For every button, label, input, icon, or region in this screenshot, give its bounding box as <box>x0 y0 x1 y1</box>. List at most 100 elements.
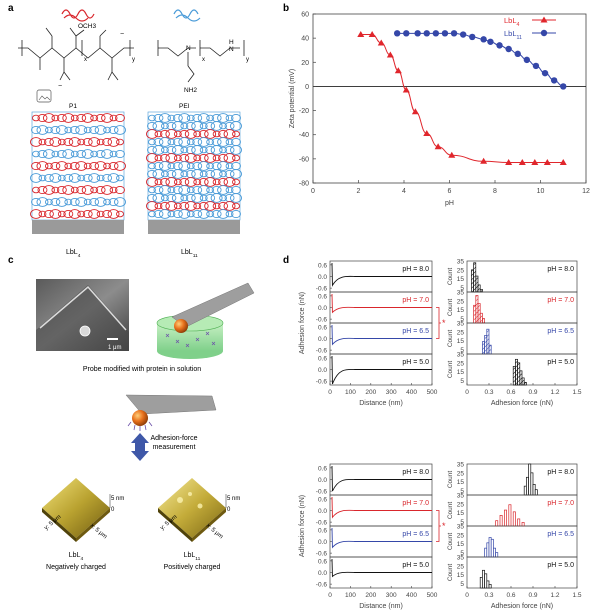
film-coil-row <box>31 197 126 207</box>
chart-b-point-lbl4 <box>394 67 402 74</box>
chart-b-xtick-label: 12 <box>582 188 590 195</box>
chart-b-point-lbl11 <box>550 77 558 84</box>
fd-ph-label: pH = 8.0 <box>402 266 429 273</box>
pei-sub-y: y <box>246 57 249 63</box>
pei-structure <box>157 40 245 83</box>
fd-xtick-label: 0 <box>328 592 332 599</box>
film-coil-row <box>147 145 242 155</box>
fd-xlabel: Distance (nm) <box>359 603 403 610</box>
afm-left-charge: Negatively charged <box>46 564 106 571</box>
pei-name: PEI <box>179 103 190 110</box>
chart-b-point-lbl4 <box>559 158 567 165</box>
chart-b-series-line-lbl4 <box>360 34 564 163</box>
afm-left-z: 5 nm <box>111 496 124 502</box>
fd-ph-label: pH = 6.5 <box>402 531 429 538</box>
fd-ytick-label: -0.6 <box>316 286 328 293</box>
hist-ph-label: pH = 5.0 <box>547 562 574 569</box>
afm-right-zero: 0 <box>227 507 231 513</box>
chart-b-ytick-label: 60 <box>301 12 309 19</box>
pei-n-2: N <box>229 46 234 53</box>
p1-coil-icon <box>61 9 95 22</box>
hist-ph-label: pH = 7.0 <box>547 297 574 304</box>
hist-xtick-label: 0.9 <box>528 592 537 599</box>
fd-ytick-label: 0.0 <box>318 336 327 343</box>
fd-ytick-label: 0.6 <box>318 324 327 331</box>
significance-bracket <box>436 510 441 542</box>
hist-bar <box>488 344 492 355</box>
hist-ytick-label: 15 <box>457 479 465 486</box>
chart-b-point-lbl4 <box>448 151 456 158</box>
film-coil-row <box>30 137 124 147</box>
afm-right-charge: Positively charged <box>164 564 221 571</box>
film-coil-row <box>30 173 124 183</box>
afm-left-zero: 0 <box>111 507 115 513</box>
hist-ytick-label: 35 <box>457 321 465 328</box>
chart-b-xlabel: pH <box>445 200 454 207</box>
hist-xtick-label: 0 <box>465 389 469 396</box>
hist-ytick-label: 5 <box>460 316 464 323</box>
chart-b-point-lbl11 <box>414 30 421 37</box>
fd-ph-label: pH = 7.0 <box>402 297 429 304</box>
hist-ph-label: pH = 6.5 <box>547 531 574 538</box>
probe-caption: Probe modified with protein in solution <box>83 366 201 373</box>
hist-ytick-label: 5 <box>460 378 464 385</box>
pei-nh: H <box>229 39 234 46</box>
chart-b-point-lbl11 <box>487 38 494 45</box>
fd-curve <box>331 496 432 519</box>
significance-star: * <box>442 318 446 328</box>
measurement-bead-icon <box>132 410 148 426</box>
film-coil-row <box>146 153 240 163</box>
hist-bar <box>488 584 492 589</box>
hist-ytick-label: 25 <box>457 563 465 570</box>
chart-b-point-lbl4 <box>480 157 488 164</box>
afm-left-name: LbL4 <box>69 552 84 562</box>
fd-ytick-label: 0.0 <box>318 539 327 546</box>
fd-ytick-label: 0.0 <box>318 570 327 577</box>
hist-ylabel: Count <box>447 299 454 317</box>
chart-b-point-lbl4 <box>434 143 442 150</box>
film-coil-row <box>31 125 126 135</box>
chart-b-point-lbl4 <box>377 39 385 46</box>
fd-xtick-label: 100 <box>345 389 356 396</box>
fd-ytick-label: 0.6 <box>318 293 327 300</box>
chart-b-point-lbl11 <box>469 33 476 41</box>
chart-b-point-lbl11 <box>459 31 467 38</box>
film-coil-row <box>146 201 240 211</box>
fd-curve <box>331 262 432 287</box>
hist-ylabel: Count <box>447 471 454 489</box>
hist-bar <box>508 504 512 527</box>
fd-curve <box>331 355 432 385</box>
film-lbl4 <box>30 111 126 234</box>
hist-bar <box>521 522 525 527</box>
hist-bar <box>521 377 525 386</box>
chart-b-ytick-label: -40 <box>299 132 309 139</box>
film-lbl11-substrate <box>148 220 240 234</box>
fd-xtick-label: 400 <box>406 389 417 396</box>
panel-d-label: d <box>283 255 289 266</box>
hist-xtick-label: 0.6 <box>506 592 515 599</box>
panel-a-label: a <box>8 3 14 14</box>
chart-b-point-lbl4 <box>357 31 365 38</box>
hist-xtick-label: 1.5 <box>572 592 581 599</box>
fd-curve <box>331 527 432 549</box>
panel-c: c 1 μm Probe modified with protein in so… <box>8 255 255 571</box>
hist-ytick-label: 25 <box>457 501 465 508</box>
panel-b: b -80 -60 -40 -20 0 20 40 60 0 2 4 6 8 10 12 pH Zeta pot… <box>283 3 590 207</box>
hist-ytick-label: 25 <box>457 532 465 539</box>
chart-b-point-lbl11 <box>532 62 540 70</box>
hist-ytick-label: 35 <box>457 524 465 531</box>
fd-xtick-label: 0 <box>328 389 332 396</box>
chart-b-legend-label: LbL4 <box>504 16 520 28</box>
chart-b-xtick-label: 8 <box>493 188 497 195</box>
chart-b-xtick-label: 0 <box>311 188 315 195</box>
p1-minus-1: − <box>58 83 62 90</box>
film-coil-row <box>147 193 242 203</box>
chart-b-ytick-label: -20 <box>299 108 309 115</box>
fd-ytick-label: 0.0 <box>318 477 327 484</box>
hist-ytick-label: 25 <box>457 267 465 274</box>
hist-ylabel: Count <box>447 533 454 551</box>
fd-ytick-label: -0.6 <box>316 348 328 355</box>
film-coil-row <box>148 113 241 123</box>
fd-xtick-label: 500 <box>427 389 438 396</box>
hist-ytick-label: 5 <box>460 347 464 354</box>
